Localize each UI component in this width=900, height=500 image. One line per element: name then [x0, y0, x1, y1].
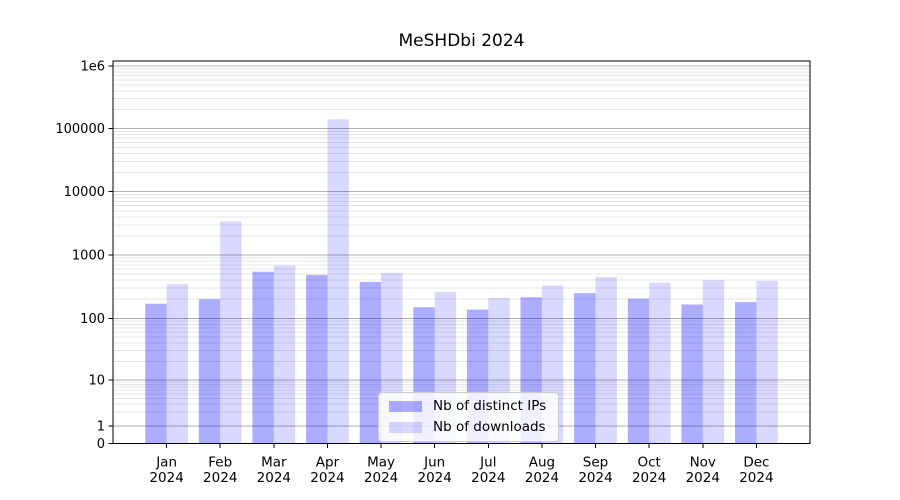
legend: Nb of distinct IPs Nb of downloads: [378, 392, 560, 442]
x-tick-label: Apr 2024: [310, 455, 344, 487]
y-tick-label: 100000: [55, 122, 105, 137]
x-tick-label: Sep 2024: [578, 455, 612, 487]
y-tick-label: 10000: [64, 185, 105, 200]
x-tick-label: Feb 2024: [203, 455, 237, 487]
bar-downloads: [166, 284, 188, 444]
legend-label-downloads: Nb of downloads: [433, 418, 546, 435]
x-tick-label: Jun 2024: [418, 455, 452, 487]
bar-downloads: [702, 280, 725, 444]
x-tick-label: May 2024: [364, 455, 398, 487]
legend-item-downloads: Nb of downloads: [389, 418, 546, 435]
legend-label-distinct-ips: Nb of distinct IPs: [433, 398, 547, 414]
x-tick-label: Jan 2024: [149, 455, 183, 487]
y-tick-label: 0: [97, 437, 105, 452]
bar-distinct-ips: [145, 303, 167, 444]
bar-downloads: [220, 221, 242, 444]
chart-title: MeSHDbi 2024: [398, 31, 525, 51]
bar-distinct-ips: [574, 293, 596, 444]
bar-distinct-ips: [198, 299, 221, 444]
bar-distinct-ips: [359, 282, 382, 444]
bar-downloads: [756, 280, 778, 444]
x-tick-label: Jul 2024: [471, 455, 505, 487]
bar-downloads: [273, 265, 296, 444]
legend-item-distinct-ips: Nb of distinct IPs: [389, 398, 547, 414]
bar-distinct-ips: [681, 304, 703, 444]
x-tick-label: Mar 2024: [257, 455, 291, 487]
legend-swatch-downloads-icon: [389, 421, 422, 433]
bar-distinct-ips: [627, 298, 650, 444]
bar-distinct-ips: [306, 274, 328, 444]
y-tick-label: 100: [80, 312, 105, 327]
axes-frame: [112, 60, 811, 444]
y-tick-label: 10: [88, 374, 105, 389]
bar-distinct-ips: [252, 271, 274, 444]
y-tick-label: 1: [97, 420, 105, 435]
bar-downloads: [595, 277, 617, 444]
x-tick-label: Dec 2024: [739, 455, 773, 487]
y-tick-label: 1000: [72, 249, 105, 264]
y-tick-label: 1e6: [80, 60, 105, 75]
x-tick-label: Nov 2024: [686, 455, 720, 487]
bar-downloads: [649, 282, 671, 444]
x-tick-label: Aug 2024: [525, 455, 559, 487]
bar-distinct-ips: [735, 302, 757, 444]
x-tick-label: Oct 2024: [632, 455, 666, 487]
legend-swatch-distinct-ips-icon: [389, 401, 422, 413]
bar-downloads: [327, 119, 349, 444]
